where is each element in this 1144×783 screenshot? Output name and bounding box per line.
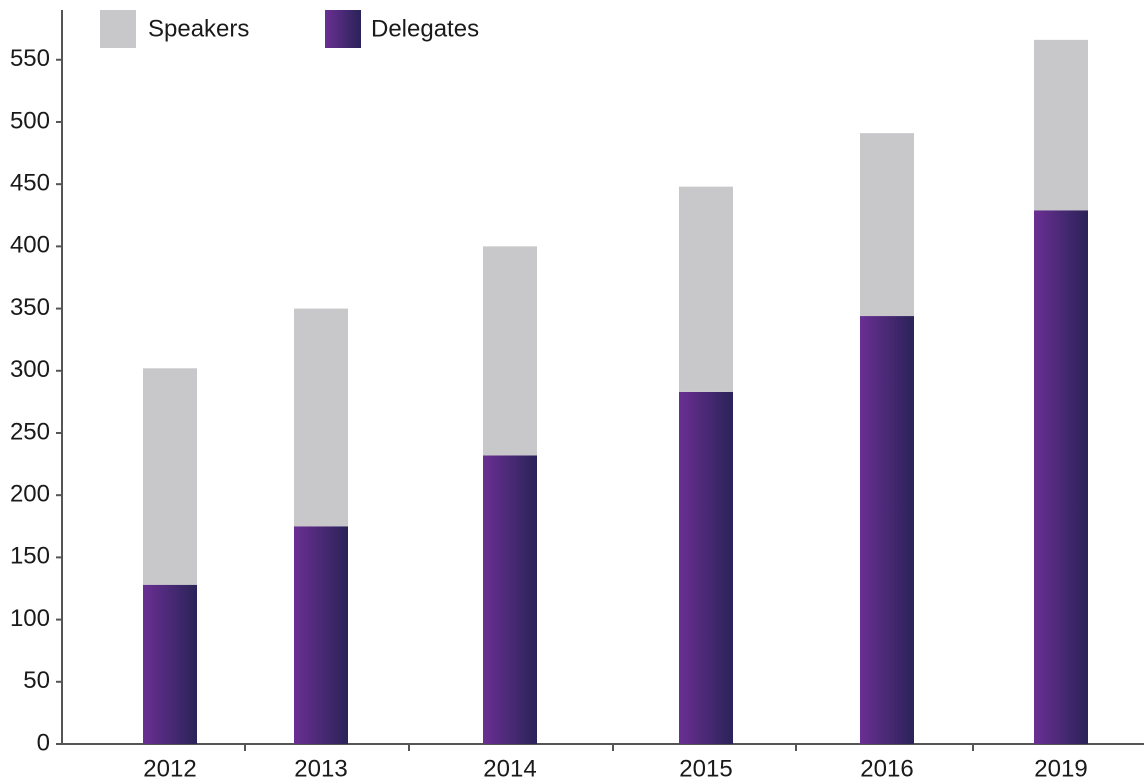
legend-label: Delegates: [371, 15, 479, 42]
y-tick-label: 500: [10, 107, 50, 134]
bar-segment: [294, 308, 348, 527]
x-tick-label: 2014: [483, 755, 536, 782]
x-tick-label: 2012: [143, 755, 196, 782]
y-tick-label: 200: [10, 481, 50, 508]
x-tick-label: 2015: [679, 755, 732, 782]
bar-segment: [143, 368, 197, 585]
x-tick-label: 2013: [294, 755, 347, 782]
legend-swatch: [100, 10, 136, 48]
y-tick-label: 0: [37, 729, 50, 756]
y-tick-label: 350: [10, 294, 50, 321]
y-tick-label: 550: [10, 45, 50, 72]
y-tick-label: 50: [23, 667, 50, 694]
y-tick-label: 450: [10, 170, 50, 197]
bar-segment: [294, 526, 348, 744]
bar-segment: [483, 246, 537, 456]
y-tick-label: 300: [10, 356, 50, 383]
bar-segment: [860, 316, 914, 744]
x-tick-label: 2019: [1034, 755, 1087, 782]
bar-segment: [1034, 39, 1088, 211]
y-tick-label: 100: [10, 605, 50, 632]
y-tick-label: 400: [10, 232, 50, 259]
y-tick-label: 150: [10, 543, 50, 570]
bar-segment: [483, 455, 537, 744]
bar-segment: [860, 133, 914, 317]
legend-label: Speakers: [148, 15, 249, 42]
bar-segment: [1034, 210, 1088, 744]
y-tick-label: 250: [10, 418, 50, 445]
bar-segment: [143, 584, 197, 744]
x-tick-label: 2016: [860, 755, 913, 782]
bar-segment: [679, 186, 733, 392]
bar-segment: [679, 391, 733, 744]
legend-swatch: [325, 10, 361, 48]
